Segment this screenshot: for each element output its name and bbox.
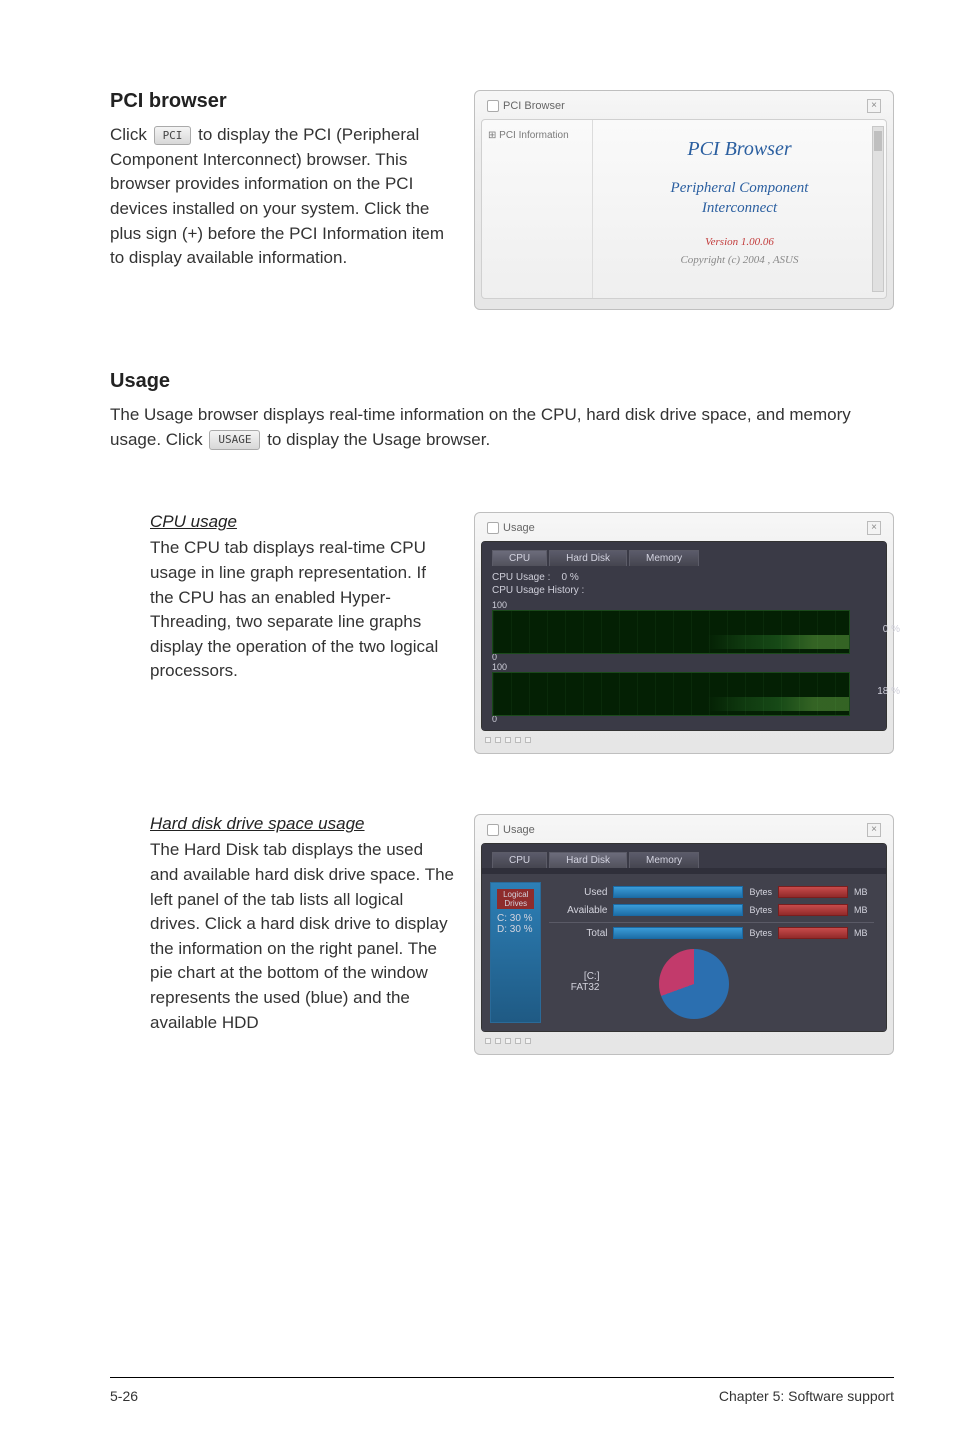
usage-heading: Usage <box>110 370 894 393</box>
pci-sub1: Peripheral Component <box>671 180 809 196</box>
hd-subheading: Hard disk drive space usage <box>150 814 454 834</box>
cpu-trace <box>493 697 849 711</box>
cpu-body: The CPU tab displays real-time CPU usage… <box>150 536 454 684</box>
tab-cpu[interactable]: CPU <box>492 852 547 868</box>
usage-inline-button[interactable]: USAGE <box>209 430 260 450</box>
total-bar-red <box>778 927 848 939</box>
hd-drive-list[interactable]: Logical Drives C: 30 % D: 30 % <box>490 882 541 1023</box>
cpu-titlebar: Usage × <box>481 519 887 541</box>
total-label: Total <box>549 928 607 939</box>
close-icon[interactable]: × <box>867 823 881 837</box>
cpu-trace <box>493 635 849 649</box>
cpu-pct-1: 0 % <box>883 624 900 635</box>
cpu-tabs: CPU Hard Disk Memory <box>492 550 876 566</box>
used-unit: Bytes <box>749 887 772 897</box>
hd-left-header: Logical Drives <box>497 889 534 909</box>
pci-body-prefix: Click <box>110 125 152 144</box>
footer-dots <box>481 1032 887 1044</box>
pci-window: PCI Browser × ⊞ PCI Information PCI Brow… <box>474 90 894 310</box>
footer-dots <box>481 731 887 743</box>
pci-version: Version 1.00.06 <box>599 236 880 248</box>
window-icon <box>487 522 499 534</box>
window-icon <box>487 824 499 836</box>
cpu-usage-section: CPU usage The CPU tab displays real-time… <box>110 512 894 754</box>
cpu-history-lbl: CPU Usage History : <box>492 585 876 596</box>
tab-harddisk[interactable]: Hard Disk <box>549 852 627 868</box>
close-icon[interactable]: × <box>867 99 881 113</box>
window-icon <box>487 100 499 112</box>
used-bar <box>613 886 743 898</box>
avail-unit: Bytes <box>749 905 772 915</box>
cpu-window-title: Usage <box>503 522 535 534</box>
avail-bar <box>613 904 743 916</box>
hd-section: Hard disk drive space usage The Hard Dis… <box>110 814 894 1055</box>
pci-sub2: Interconnect <box>702 200 777 216</box>
cpu-window: Usage × CPU Hard Disk Memory CPU Usage :… <box>474 512 894 754</box>
cpu-inner: CPU Hard Disk Memory CPU Usage : 0 % CPU… <box>481 541 887 731</box>
page-number: 5-26 <box>110 1388 138 1404</box>
tab-memory[interactable]: Memory <box>629 852 699 868</box>
pci-heading: PCI browser <box>110 90 454 113</box>
total-bar <box>613 927 743 939</box>
pci-body-mid: to display the PCI (Peripheral Component… <box>110 125 444 267</box>
pci-section: PCI browser Click PCI to display the PCI… <box>110 90 894 310</box>
pci-copyright: Copyright (c) 2004 , ASUS <box>599 254 880 266</box>
total-mb: MB <box>854 928 874 938</box>
pci-inner: ⊞ PCI Information PCI Browser Peripheral… <box>481 119 887 299</box>
chapter-label: Chapter 5: Software support <box>719 1388 894 1404</box>
avail-label: Available <box>549 905 607 916</box>
tab-cpu[interactable]: CPU <box>492 550 547 566</box>
hd-titlebar: Usage × <box>481 821 887 843</box>
cpu-panel: CPU Hard Disk Memory CPU Usage : 0 % CPU… <box>482 542 886 730</box>
pci-window-title: PCI Browser <box>503 100 565 112</box>
pci-titlebar: PCI Browser × <box>481 97 887 119</box>
cpu-pct-2: 18 % <box>877 686 900 697</box>
cpu-graph-2 <box>492 672 850 716</box>
hd-body: The Hard Disk tab displays the used and … <box>150 838 454 1035</box>
used-label: Used <box>549 887 607 898</box>
tab-harddisk[interactable]: Hard Disk <box>549 550 627 566</box>
hd-window: Usage × CPU Hard Disk Memory Logical Dri… <box>474 814 894 1055</box>
axis-top2: 100 <box>492 662 850 672</box>
cpu-subheading: CPU usage <box>150 512 454 532</box>
pie-l2: FAT32 <box>549 982 599 993</box>
hd-inner: CPU Hard Disk Memory Logical Drives C: 3… <box>481 843 887 1032</box>
pie-chart <box>659 949 729 1019</box>
drive-c[interactable]: C: 30 % <box>497 913 534 924</box>
cpu-graph-1 <box>492 610 850 654</box>
pci-tree[interactable]: ⊞ PCI Information <box>482 120 592 298</box>
scrollbar-thumb[interactable] <box>874 131 882 151</box>
cpu-usage-val: 0 % <box>561 572 578 583</box>
hd-right: Used Bytes MB Available Bytes <box>549 882 878 1023</box>
pci-sub: Peripheral Component Interconnect <box>599 179 880 218</box>
drive-d[interactable]: D: 30 % <box>497 924 534 935</box>
axis-top: 100 <box>492 600 850 610</box>
cpu-usage-lbl: CPU Usage : <box>492 572 550 583</box>
used-bar-red <box>778 886 848 898</box>
tab-memory[interactable]: Memory <box>629 550 699 566</box>
footer-divider <box>110 1377 894 1378</box>
usage-section: Usage The Usage browser displays real-ti… <box>110 370 894 452</box>
hd-panel: Logical Drives C: 30 % D: 30 % Used Byte… <box>482 874 886 1031</box>
usage-body: The Usage browser displays real-time inf… <box>110 403 894 452</box>
pci-pane-title: PCI Browser <box>599 138 880 161</box>
pci-right-pane: PCI Browser Peripheral Component Interco… <box>592 120 886 298</box>
avail-mb: MB <box>854 905 874 915</box>
close-icon[interactable]: × <box>867 521 881 535</box>
pie-l1: [C:] <box>549 971 599 982</box>
pci-body: Click PCI to display the PCI (Peripheral… <box>110 123 454 271</box>
hd-tabstrip: CPU Hard Disk Memory <box>482 844 886 868</box>
scrollbar[interactable] <box>872 126 884 292</box>
used-mb: MB <box>854 887 874 897</box>
hd-window-title: Usage <box>503 824 535 836</box>
pci-tree-item[interactable]: ⊞ PCI Information <box>488 130 569 141</box>
page-footer: 5-26 Chapter 5: Software support <box>110 1388 894 1404</box>
usage-body-suffix: to display the Usage browser. <box>267 430 490 449</box>
total-unit: Bytes <box>749 928 772 938</box>
avail-bar-red <box>778 904 848 916</box>
pci-inline-button[interactable]: PCI <box>154 126 192 146</box>
